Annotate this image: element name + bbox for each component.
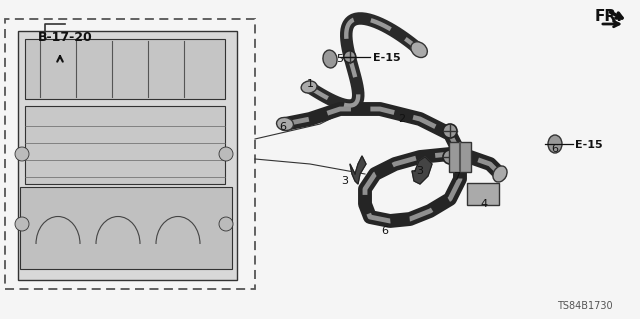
Text: E-15: E-15	[373, 53, 401, 63]
Circle shape	[219, 147, 233, 161]
FancyBboxPatch shape	[467, 183, 499, 205]
Text: 3: 3	[342, 176, 349, 186]
Text: 3: 3	[417, 166, 424, 176]
FancyBboxPatch shape	[25, 39, 225, 99]
Ellipse shape	[323, 50, 337, 68]
Circle shape	[344, 51, 356, 63]
FancyBboxPatch shape	[20, 187, 232, 269]
Ellipse shape	[276, 117, 294, 130]
Text: E-15: E-15	[575, 140, 603, 150]
Text: 4: 4	[481, 199, 488, 209]
FancyBboxPatch shape	[25, 106, 225, 184]
Text: 6: 6	[280, 122, 287, 132]
Ellipse shape	[301, 81, 317, 93]
Polygon shape	[412, 157, 432, 184]
Circle shape	[15, 217, 29, 231]
Ellipse shape	[411, 42, 428, 57]
Text: TS84B1730: TS84B1730	[557, 301, 612, 311]
FancyBboxPatch shape	[17, 31, 237, 279]
Circle shape	[219, 217, 233, 231]
Polygon shape	[350, 156, 366, 184]
Text: 6: 6	[552, 144, 559, 154]
Circle shape	[443, 124, 457, 138]
Ellipse shape	[548, 135, 562, 153]
FancyBboxPatch shape	[449, 142, 471, 172]
Text: 6: 6	[381, 226, 388, 236]
Text: 5: 5	[337, 54, 344, 64]
Circle shape	[15, 147, 29, 161]
Ellipse shape	[493, 166, 507, 182]
Text: 2: 2	[399, 114, 406, 124]
Text: FR.: FR.	[595, 9, 623, 24]
Text: 1: 1	[307, 79, 314, 89]
Circle shape	[443, 150, 457, 164]
Text: 7: 7	[453, 172, 461, 182]
Text: B-17-20: B-17-20	[38, 31, 93, 44]
